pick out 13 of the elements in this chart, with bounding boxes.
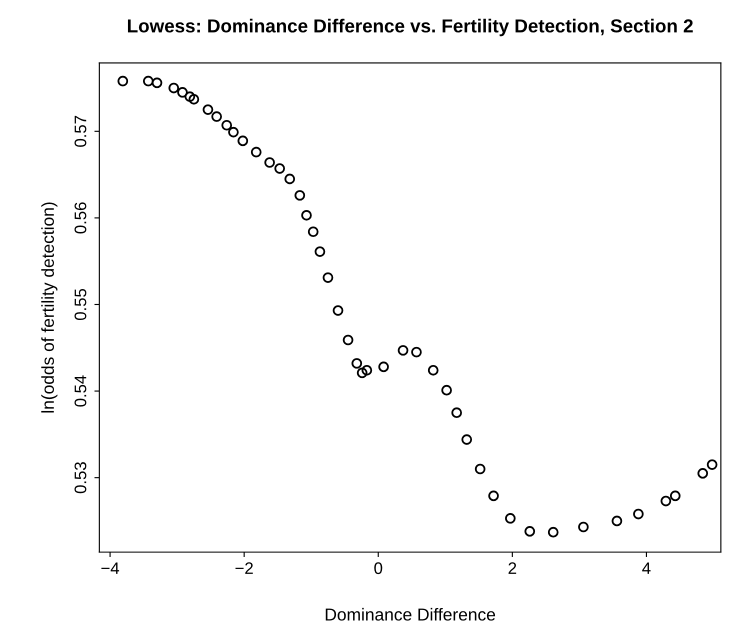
y-tick-label: 0.56 — [74, 202, 86, 234]
x-axis-title: Dominance Difference — [326, 608, 496, 621]
chart-title: Lowess: Dominance Difference vs. Fertility Detection, Section 2 — [128, 18, 693, 36]
x-tick-label: 4 — [642, 562, 651, 574]
x-tick-label: 0 — [374, 562, 382, 574]
y-tick-label: 0.54 — [74, 375, 86, 407]
y-tick-label: 0.55 — [74, 288, 86, 320]
y-axis-title: ln(odds of fertility detection) — [41, 202, 58, 412]
y-tick-label: 0.53 — [74, 462, 86, 494]
x-tick-label: 2 — [508, 562, 516, 574]
y-tick-label: 0.57 — [74, 116, 86, 147]
x-tick-label: −4 — [101, 562, 120, 574]
x-tick-label: −2 — [235, 562, 253, 574]
